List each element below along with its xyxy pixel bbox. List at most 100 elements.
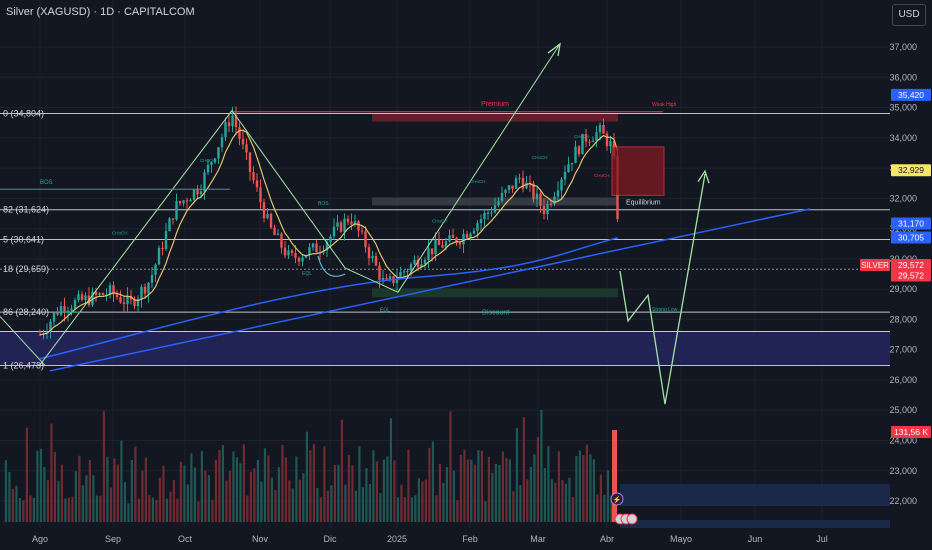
price-tag-text: 30,705	[898, 233, 924, 243]
volume-bar	[592, 459, 595, 522]
candle-body	[521, 177, 525, 189]
candle-body	[556, 190, 560, 197]
candle-body	[150, 274, 154, 283]
candle-body	[364, 231, 367, 248]
volume-bar	[11, 488, 14, 522]
time-tick-label: Abr	[600, 534, 614, 544]
volume-bar	[466, 459, 469, 522]
volume-bar	[36, 450, 39, 522]
candle-body	[77, 294, 80, 301]
volume-bar	[25, 427, 28, 522]
volume-bar	[589, 454, 592, 522]
candle-body	[595, 132, 598, 141]
price-tick-label: 22,000	[889, 496, 917, 506]
candle-body	[395, 278, 399, 284]
candle-body	[126, 295, 129, 305]
volume-bar	[435, 495, 438, 522]
candle-body	[427, 248, 430, 261]
annotation-discount: Discount	[482, 310, 509, 317]
volume-bar	[330, 485, 333, 522]
candle-body	[224, 122, 227, 138]
volume-bar	[81, 485, 84, 522]
volume-bar	[134, 446, 137, 522]
volume-bar	[326, 490, 329, 522]
candle-body	[234, 115, 238, 128]
candle-body	[175, 201, 178, 220]
volume-bar	[344, 484, 347, 522]
time-tick-label: Mar	[530, 534, 546, 544]
candle-body	[280, 233, 283, 248]
candle-body	[203, 172, 206, 192]
volume-bar	[519, 485, 522, 522]
volume-bar	[4, 460, 7, 522]
volume-bar	[169, 491, 172, 522]
volume-bar	[39, 448, 42, 522]
candle-body	[570, 163, 574, 165]
price-tick-label: 34,000	[889, 133, 917, 143]
volume-bar	[512, 491, 515, 522]
candle-body	[262, 202, 266, 219]
time-tick-label: Sep	[105, 534, 121, 544]
volume-bar	[186, 484, 189, 522]
candle-body	[472, 230, 476, 234]
volume-bar	[582, 454, 585, 522]
candle-body	[84, 295, 87, 300]
volume-bar	[309, 450, 312, 522]
volume-bar	[141, 470, 144, 522]
candle-body	[119, 297, 122, 303]
volume-bar	[445, 467, 448, 522]
candle-body	[248, 152, 252, 173]
time-axis-bg	[0, 528, 932, 550]
candle-body	[560, 179, 563, 191]
time-tick-label: 2025	[387, 534, 407, 544]
volume-bar	[407, 449, 410, 522]
volume-bar	[270, 477, 273, 522]
volume-bar	[494, 463, 497, 522]
candle-body	[563, 172, 567, 180]
volume-bar	[568, 477, 571, 522]
currency-button[interactable]: USD	[892, 4, 926, 26]
candle-body	[143, 286, 147, 294]
volume-bar	[543, 468, 546, 522]
volume-bar	[550, 479, 553, 522]
price-tick-label: 35,000	[889, 103, 917, 113]
candle-body	[437, 240, 441, 246]
candle-body	[441, 245, 444, 248]
candle-body	[588, 141, 591, 143]
volume-bar	[323, 446, 326, 522]
volume-bar	[298, 479, 301, 522]
flash-glyph: ⚡	[613, 495, 622, 504]
candle-body	[255, 180, 259, 188]
volume-bar	[123, 481, 126, 522]
candle-body	[115, 294, 119, 298]
candle-body	[206, 164, 210, 173]
volume-bar	[379, 493, 382, 522]
volume-bar	[368, 484, 371, 522]
price-tag-text: 35,420	[898, 90, 924, 100]
volume-bar	[263, 448, 266, 522]
trend-line	[49, 208, 811, 372]
candle-body	[273, 227, 276, 236]
volume-bar	[396, 497, 399, 522]
chart-title: Silver (XAGUSD) · 1D · CAPITALCOM	[6, 6, 195, 18]
candle-body	[360, 230, 364, 232]
ma-slow-line	[39, 236, 619, 360]
volume-bar	[60, 464, 63, 522]
price-tick-label: 24,000	[889, 436, 917, 446]
volume-bar	[113, 458, 116, 522]
ma-fast-line	[39, 129, 619, 336]
volume-bar	[529, 466, 532, 522]
volume-bar	[372, 450, 375, 522]
time-tick-label: Dic	[324, 534, 337, 544]
candle-body	[168, 218, 171, 232]
time-tick-label: Ago	[32, 534, 48, 544]
candle-body	[469, 233, 472, 238]
time-tick-label: Mayo	[670, 534, 692, 544]
candle-body	[546, 203, 549, 215]
volume-bar	[365, 468, 368, 522]
volume-bars	[4, 410, 617, 522]
volume-bar	[382, 459, 385, 522]
candle-body	[301, 257, 304, 262]
volume-bar	[197, 501, 200, 522]
